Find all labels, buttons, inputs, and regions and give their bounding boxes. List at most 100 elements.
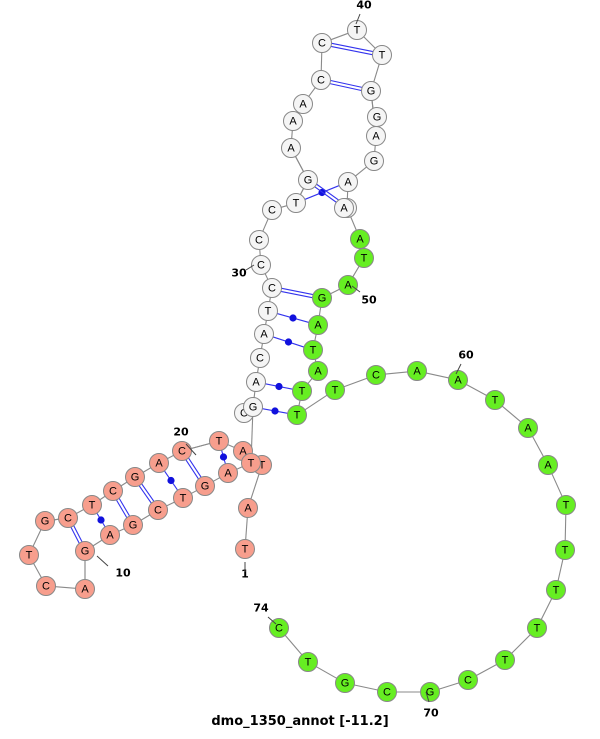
nucleotide: A: [518, 418, 538, 438]
nucleotide-circle: [218, 463, 238, 483]
backbone-link: [142, 467, 152, 473]
position-tick: [455, 363, 462, 375]
backbone-link: [245, 517, 248, 540]
nucleotide-circle: [75, 579, 95, 599]
nucleotide: T: [82, 495, 102, 515]
nucleotide-circle: [103, 481, 123, 501]
nucleotide: G: [420, 682, 440, 702]
nucleotide-circle: [258, 301, 278, 321]
backbone-link: [120, 481, 128, 487]
nucleotide-circle: [311, 70, 331, 90]
backbone-link: [227, 444, 235, 448]
base-pair-bond: [115, 499, 128, 518]
base-pair-bond: [141, 483, 155, 502]
backbone-link: [354, 684, 378, 691]
wobble-pair-dot: [284, 338, 293, 346]
nucleotide: C: [377, 682, 397, 702]
nucleotide-circle: [100, 525, 120, 545]
position-number-label: 20: [173, 426, 189, 439]
backbone-link: [299, 188, 305, 195]
nucleotide-circle: [312, 33, 332, 53]
base-pair-bond: [118, 498, 131, 517]
position-tick: [185, 443, 197, 456]
nucleotide-circle: [364, 151, 384, 171]
nucleotide: T: [527, 618, 547, 638]
nucleotide: T: [555, 540, 575, 560]
nucleotide: T: [241, 453, 261, 473]
backbone-link: [167, 454, 174, 460]
backbone-link: [191, 442, 210, 450]
backbone-layer: [32, 32, 567, 693]
nucleotide-circle: [420, 682, 440, 702]
nucleotide-circle: [254, 324, 274, 344]
backbone-link: [140, 514, 151, 521]
nucleotide: T: [372, 45, 392, 65]
backbone-link: [385, 371, 408, 375]
nucleotide-circle: [372, 45, 392, 65]
backbone-link: [294, 156, 305, 172]
nucleotide: C: [262, 200, 282, 220]
nucleotide-circle: [75, 541, 95, 561]
wobble-pair-dot: [271, 407, 279, 415]
nucleotide: A: [334, 198, 354, 218]
nucleotide: T: [485, 390, 505, 410]
backbone-link: [212, 477, 221, 482]
nucleotide: A: [538, 455, 558, 475]
nucleotide-circle: [125, 467, 145, 487]
backbone-link: [330, 288, 340, 295]
backbone-link: [261, 343, 263, 349]
base-pair-bond: [188, 457, 202, 478]
backbone-link: [466, 384, 487, 396]
position-tick: [351, 285, 361, 293]
nucleotide: C: [311, 70, 331, 90]
nucleotide: T: [287, 405, 307, 425]
position-tick: [245, 264, 255, 271]
backbone-link: [343, 377, 368, 388]
nucleotide: T: [556, 495, 576, 515]
backbone-link: [308, 87, 316, 97]
figure-caption: dmo_1350_annot [-11.2]: [211, 714, 389, 729]
position-number-label: 10: [115, 567, 131, 580]
nucleotide-circle: [354, 248, 374, 268]
nucleotide: C: [172, 441, 192, 461]
nucleotide: A: [238, 498, 258, 518]
nucleotide: T: [325, 380, 345, 400]
backbone-link: [476, 664, 497, 676]
nucleotide-circle: [19, 545, 39, 565]
nucleotide: A: [254, 324, 274, 344]
backbone-link: [298, 400, 301, 406]
nucleotide: C: [366, 365, 386, 385]
nucleotide-circle: [195, 476, 215, 496]
nucleotide: A: [308, 361, 328, 381]
nucleotide: G: [312, 288, 332, 308]
nucleotide-circle: [298, 170, 318, 190]
nucleotide: A: [366, 126, 386, 146]
nucleotide-circle: [335, 673, 355, 693]
nucleotide-circle: [367, 107, 387, 127]
nucleotide-circle: [546, 580, 566, 600]
backbone-link: [250, 473, 260, 500]
backbone-link: [191, 490, 197, 494]
backbone-link: [551, 473, 563, 497]
nucleotide: A: [308, 315, 328, 335]
nucleotide: T: [209, 431, 229, 451]
nucleotide-circle: [246, 372, 266, 392]
backbone-link: [315, 666, 338, 679]
backbone-link: [257, 367, 259, 373]
nucleotide-circle: [269, 618, 289, 638]
backbone-link: [264, 273, 269, 280]
nucleotide-circle: [308, 315, 328, 335]
nucleotide-circle: [303, 340, 323, 360]
backbone-link: [291, 130, 293, 139]
nucleotide: G: [35, 511, 55, 531]
position-tick: [425, 691, 430, 703]
nucleotide-circle: [458, 670, 478, 690]
backbone-link: [76, 509, 84, 514]
nucleotide-circle: [555, 540, 575, 560]
nucleotide-circle: [172, 441, 192, 461]
wobble-pair-dot: [167, 476, 175, 485]
nucleotide: C: [458, 670, 478, 690]
nucleotide-circle: [485, 390, 505, 410]
